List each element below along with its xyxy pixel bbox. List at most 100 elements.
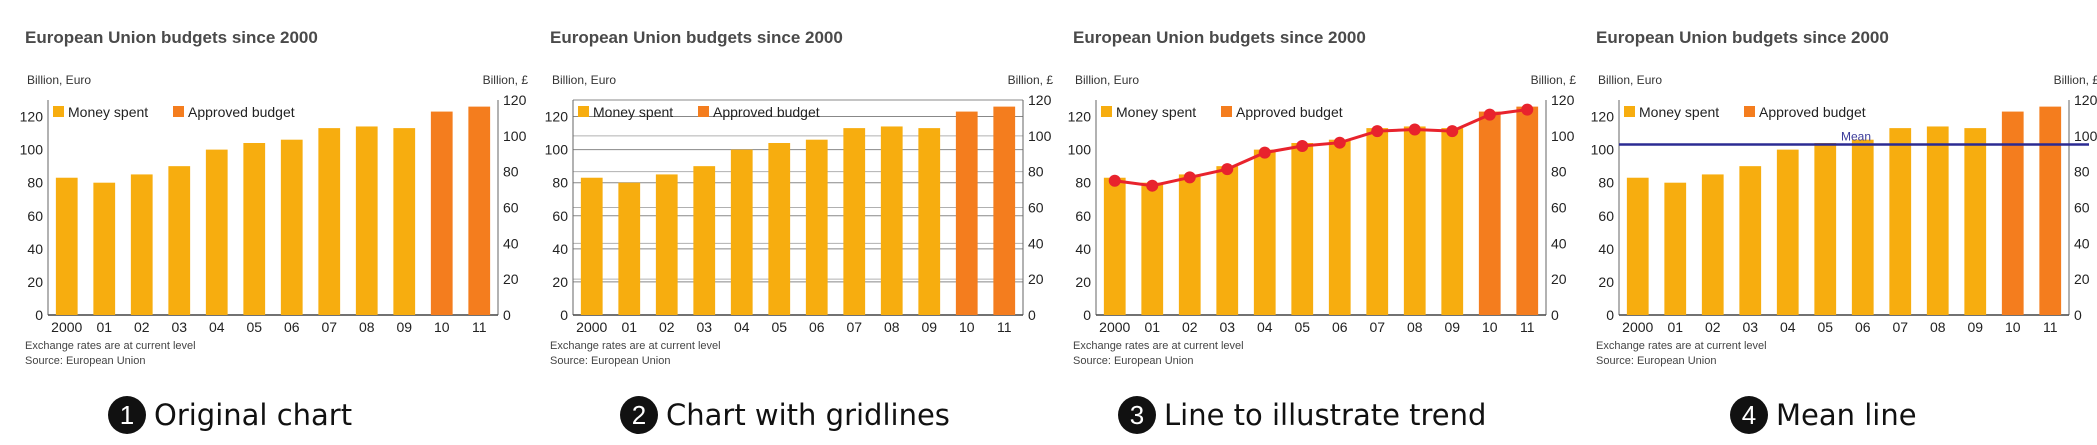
bar-spent-02 (130, 174, 153, 315)
legend-swatch-approved-budget (1221, 106, 1232, 117)
y-tick-right: 0 (503, 307, 511, 323)
bar-spent-2000 (1103, 177, 1126, 315)
footnote-source: Source: European Union (1073, 355, 1193, 367)
caption-number-badge: 1 (108, 396, 146, 434)
y-tick-right: 40 (1551, 235, 1567, 251)
y-tick-left: 0 (1083, 307, 1091, 323)
chart-title: European Union budgets since 2000 (1596, 28, 1889, 47)
caption-text: Original chart (154, 398, 353, 432)
y-tick-right: 60 (503, 200, 519, 216)
y-tick-left: 20 (552, 274, 568, 290)
caption-1: 1 Original chart (108, 385, 352, 445)
x-tick-label: 08 (1407, 319, 1423, 335)
y-tick-left: 120 (545, 109, 569, 125)
bar-approved-11 (468, 106, 491, 315)
y-tick-left: 60 (1598, 208, 1614, 224)
y-axis-label-right: Billion, £ (2054, 73, 2097, 87)
caption-number-badge: 4 (1730, 396, 1768, 434)
bar-spent-01 (1141, 182, 1164, 315)
y-tick-left: 80 (552, 175, 568, 191)
y-tick-right: 120 (1028, 92, 1052, 108)
chart-panel-1: European Union budgets since 2000 Billion… (20, 0, 540, 435)
legend-label-money-spent: Money spent (1639, 104, 1719, 120)
bar-approved-11 (2039, 106, 2062, 315)
bar-spent-01 (618, 182, 641, 315)
trend-point (1296, 140, 1309, 152)
y-tick-left: 60 (27, 208, 43, 224)
y-tick-right: 40 (2074, 235, 2090, 251)
bar-spent-08 (355, 126, 378, 315)
chart-svg-trend: European Union budgets since 2000 Billion… (1068, 28, 1577, 367)
y-axis-label-right: Billion, £ (1008, 73, 1054, 87)
legend-swatch-money-spent (1624, 106, 1635, 117)
y-axis-label-left: Billion, Euro (27, 73, 91, 87)
bar-approved-10 (2001, 111, 2024, 315)
x-tick-label: 03 (1219, 319, 1235, 335)
y-tick-right: 120 (2074, 92, 2097, 108)
bar-approved-10 (955, 111, 978, 315)
x-tick-label: 01 (96, 319, 112, 335)
bar-spent-09 (393, 128, 416, 315)
y-tick-left: 100 (545, 142, 569, 158)
y-tick-right: 80 (1028, 164, 1044, 180)
plot-area (48, 100, 498, 315)
y-tick-right: 0 (2074, 307, 2082, 323)
y-tick-right: 60 (1551, 200, 1567, 216)
bar-spent-06 (1851, 139, 1874, 315)
bar-spent-08 (1926, 126, 1949, 315)
x-tick-label: 04 (1257, 319, 1273, 335)
x-tick-label: 04 (734, 319, 750, 335)
bar-spent-01 (93, 182, 116, 315)
y-tick-left: 0 (560, 307, 568, 323)
bar-spent-03 (168, 166, 191, 315)
x-tick-label: 05 (1817, 319, 1833, 335)
bar-approved-10 (430, 111, 453, 315)
x-tick-label: 04 (209, 319, 225, 335)
y-tick-left: 20 (1075, 274, 1091, 290)
y-axis-label-left: Billion, Euro (552, 73, 616, 87)
y-tick-right: 20 (1551, 271, 1567, 287)
x-tick-label: 02 (659, 319, 675, 335)
bar-spent-09 (1964, 128, 1987, 315)
footnote-exchange-rates: Exchange rates are at current level (1596, 340, 1767, 352)
y-tick-right: 20 (1028, 271, 1044, 287)
bar-approved-10 (1478, 111, 1501, 315)
x-tick-label: 07 (846, 319, 862, 335)
x-tick-label: 02 (1705, 319, 1721, 335)
trend-point (1371, 125, 1384, 138)
y-tick-left: 80 (1598, 175, 1614, 191)
x-tick-label: 08 (359, 319, 375, 335)
y-tick-right: 60 (1028, 200, 1044, 216)
x-tick-label: 07 (321, 319, 337, 335)
trend-point (1521, 103, 1534, 116)
bar-spent-04 (1776, 149, 1799, 315)
caption-2: 2 Chart with gridlines (620, 385, 950, 445)
y-tick-right: 20 (2074, 271, 2090, 287)
y-tick-right: 40 (503, 235, 519, 251)
x-tick-label: 06 (809, 319, 825, 335)
footnote-exchange-rates: Exchange rates are at current level (1073, 340, 1244, 352)
y-tick-left: 80 (1075, 175, 1091, 191)
bar-spent-07 (1366, 128, 1389, 315)
x-tick-label: 10 (1482, 319, 1498, 335)
x-tick-label: 2000 (1099, 319, 1130, 335)
bar-spent-05 (1291, 143, 1314, 315)
y-tick-right: 80 (503, 164, 519, 180)
bar-approved-11 (1516, 106, 1539, 315)
trend-point (1183, 171, 1196, 184)
bar-spent-05 (1814, 143, 1837, 315)
bar-spent-05 (768, 143, 791, 315)
x-tick-label: 05 (246, 319, 262, 335)
y-tick-left: 120 (20, 109, 44, 125)
y-tick-left: 40 (1075, 241, 1091, 257)
bar-spent-08 (880, 126, 903, 315)
legend-swatch-approved-budget (1744, 106, 1755, 117)
footnote-exchange-rates: Exchange rates are at current level (25, 340, 196, 352)
bar-spent-03 (693, 166, 716, 315)
x-tick-label: 04 (1780, 319, 1796, 335)
y-tick-right: 80 (1551, 164, 1567, 180)
bar-spent-2000 (55, 177, 78, 315)
bar-spent-02 (1178, 174, 1201, 315)
y-tick-left: 0 (35, 307, 43, 323)
bar-spent-04 (205, 149, 228, 315)
